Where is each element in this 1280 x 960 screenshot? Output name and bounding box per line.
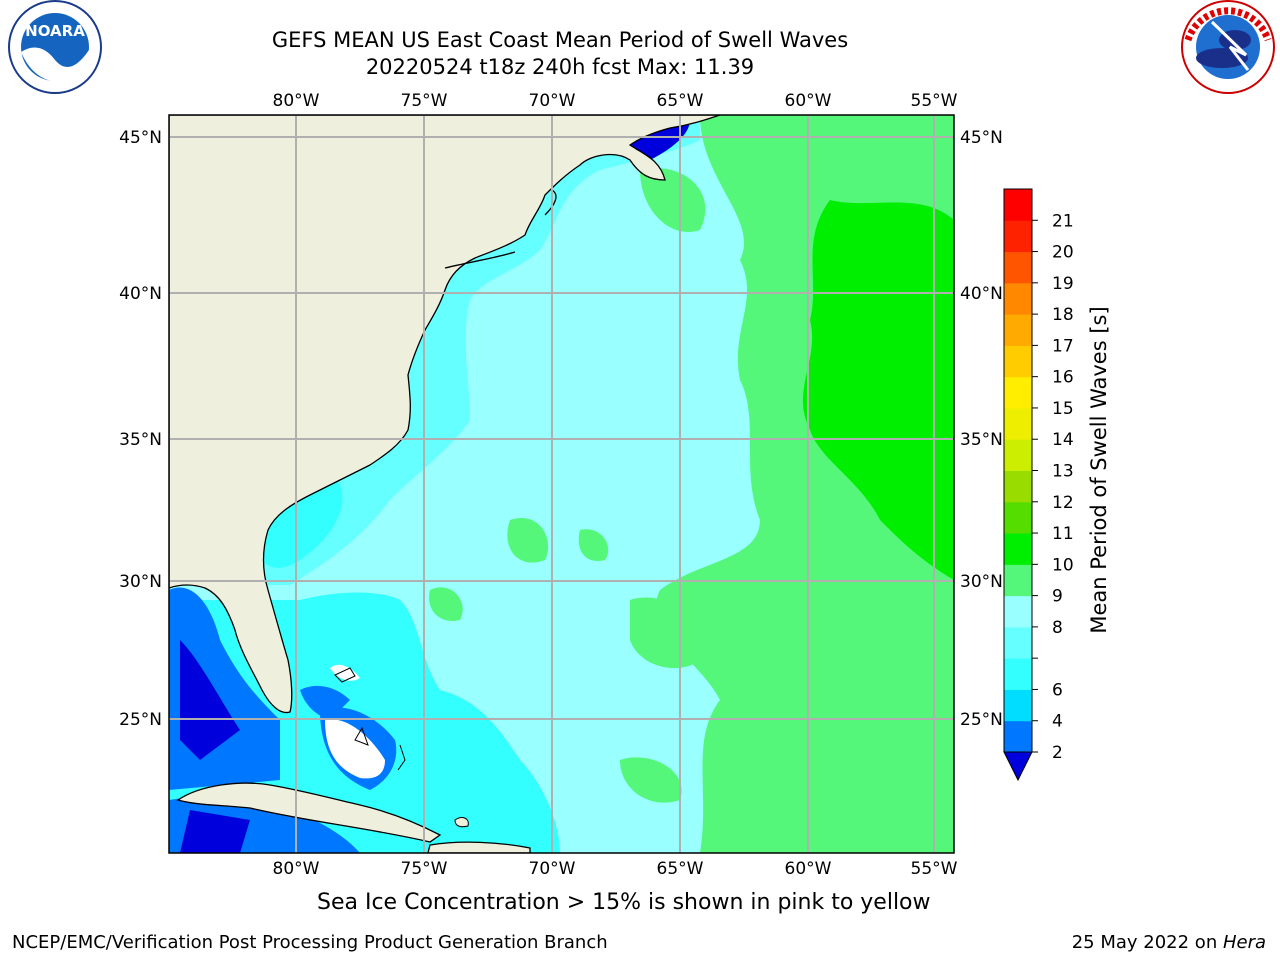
colorbar-segment — [1004, 282, 1032, 315]
lon-label-bottom: 55°W — [911, 859, 958, 879]
colorbar-segment — [1004, 658, 1032, 690]
swell-patch — [429, 587, 463, 621]
colorbar-segment — [1004, 470, 1032, 503]
producer-credit: NCEP/EMC/Verification Post Processing Pr… — [12, 932, 608, 953]
colorbar-segment — [1004, 189, 1032, 221]
land-north-america — [169, 115, 721, 714]
noaa-logo-text: NOARA — [25, 22, 85, 40]
colorbar-segment — [1004, 251, 1032, 284]
nws-logo — [1181, 0, 1275, 94]
colorbar-segment — [1004, 533, 1032, 565]
lat-label-left: 45°N — [119, 128, 162, 148]
lon-label-top: 80°W — [273, 91, 320, 111]
graticule — [169, 115, 954, 853]
colorbar-segment — [1004, 501, 1032, 534]
colorbar-segment — [1004, 595, 1032, 628]
colorbar-tick-label: 18 — [1052, 305, 1074, 325]
lat-label-left: 25°N — [119, 710, 162, 730]
lon-label-top: 75°W — [401, 91, 448, 111]
swell-patch — [578, 529, 609, 561]
sea-ice-note: Sea Ice Concentration > 15% is shown in … — [317, 890, 931, 915]
colorbar-tick-label: 11 — [1052, 524, 1074, 544]
land-cuba — [176, 782, 442, 843]
lon-label-top: 60°W — [785, 91, 832, 111]
swell-patch — [630, 597, 710, 669]
colorbar-tick-label: 19 — [1052, 274, 1074, 294]
colorbar: 2 4 6 8 9 10 11 12 13 14 15 16 17 18 19 20 21 — [1003, 188, 1074, 782]
run-date-text: 25 May 2022 on — [1071, 932, 1223, 953]
coastline-turks — [454, 817, 469, 828]
colorbar-tick-label: 6 — [1052, 680, 1063, 700]
colorbar-segment — [1004, 220, 1032, 253]
lat-label-left: 30°N — [119, 572, 162, 592]
lat-label-left: 35°N — [119, 430, 162, 450]
lon-label-top: 70°W — [529, 91, 576, 111]
lat-label-right: 30°N — [960, 572, 1003, 592]
coastline-bahamas — [334, 667, 356, 683]
map-border — [168, 114, 955, 854]
swell-zone-2-4-fundy — [625, 120, 690, 162]
swell-patch — [640, 168, 706, 232]
lon-label-bottom: 75°W — [401, 859, 448, 879]
swell-patch — [507, 518, 549, 563]
colorbar-tick-label: 13 — [1052, 462, 1074, 482]
colorbar-tick-label: 14 — [1052, 430, 1074, 450]
lat-label-left: 40°N — [119, 284, 162, 304]
lat-label-right: 45°N — [960, 128, 1003, 148]
lon-label-bottom: 70°W — [529, 859, 576, 879]
colorbar-tick-label: 2 — [1052, 743, 1063, 763]
coastline-bahamas — [354, 726, 369, 746]
forecast-subtitle: 20220524 t18z 240h fcst Max: 11.39 — [365, 55, 755, 79]
swell-zone-2-4-gulf — [180, 640, 240, 760]
colorbar-tick-label: 12 — [1052, 493, 1074, 513]
shallow-bank-mask — [325, 719, 385, 779]
lat-label-right: 35°N — [960, 430, 1003, 450]
colorbar-extend-triangle — [1003, 751, 1033, 782]
lon-label-bottom: 65°W — [657, 859, 704, 879]
colorbar-tick-label: 21 — [1052, 211, 1074, 231]
run-date-credit: 25 May 2022 on Hera — [1072, 932, 1266, 953]
colorbar-tick-label: 4 — [1052, 712, 1063, 732]
colorbar-segment — [1004, 720, 1032, 753]
colorbar-tick-label: 8 — [1052, 618, 1063, 638]
noaa-logo: NOARA — [8, 0, 102, 94]
colorbar-tick-label: 9 — [1052, 587, 1063, 607]
lat-label-right: 40°N — [960, 284, 1003, 304]
coastline-long-island — [444, 251, 516, 269]
lon-label-bottom: 60°W — [785, 859, 832, 879]
colorbar-segment — [1004, 407, 1032, 440]
lon-label-top: 55°W — [911, 91, 958, 111]
land-hispaniola — [427, 841, 531, 853]
colorbar-title: Mean Period of Swell Waves [s] — [1087, 306, 1111, 633]
colorbar-segment — [1004, 439, 1032, 471]
colorbar-segment — [1004, 689, 1032, 722]
colorbar-segment — [1004, 345, 1032, 378]
run-machine-text: Hera — [1222, 932, 1266, 953]
coastline-bahamas — [397, 744, 406, 771]
colorbar-tick-label: 16 — [1052, 368, 1074, 388]
swell-patch — [620, 757, 682, 803]
colorbar-tick-label: 10 — [1052, 555, 1074, 575]
coastline-cape-cod — [544, 189, 557, 216]
colorbar-segment — [1004, 376, 1032, 409]
colorbar-segment — [1004, 626, 1032, 659]
colorbar-tick-label: 15 — [1052, 399, 1074, 419]
colorbar-tick-label: 17 — [1052, 336, 1074, 356]
swell-zone-10-11 — [802, 200, 954, 580]
chart-title: GEFS MEAN US East Coast Mean Period of S… — [271, 28, 849, 52]
lon-label-bottom: 80°W — [273, 859, 320, 879]
lon-label-top: 65°W — [657, 91, 704, 111]
colorbar-tick-label: 20 — [1052, 243, 1074, 263]
colorbar-segment — [1004, 314, 1032, 346]
colorbar-segment — [1004, 564, 1032, 597]
lat-label-right: 25°N — [960, 710, 1003, 730]
swell-zone-2-4-caribbean — [180, 810, 250, 853]
